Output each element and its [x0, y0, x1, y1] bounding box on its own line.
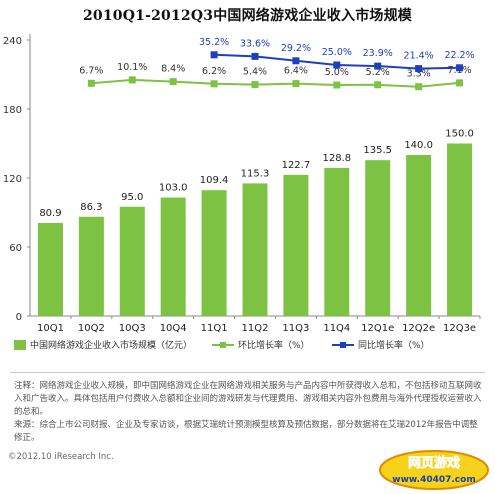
- x-tick-label: 12Q3e: [443, 323, 476, 334]
- x-tick-label: 12Q1e: [361, 323, 394, 334]
- bar-value-label: 135.5: [363, 145, 392, 156]
- x-tick-label: 11Q3: [282, 323, 309, 334]
- copyright: ©2012.10 iResearch Inc.: [8, 452, 114, 462]
- x-tick-label: 10Q1: [37, 323, 64, 334]
- notes-divider: [10, 372, 485, 373]
- qoq-point: [333, 81, 341, 89]
- bar: [160, 197, 186, 316]
- legend-item-qoq: 环比增长率（%）: [212, 338, 310, 351]
- chart: 0 60 120 180 240 80.9 10Q1 86.3 10Q2 95.0 10Q3 103.…: [3, 34, 481, 334]
- line-series-1: [91, 78, 460, 88]
- qoq-point-label: 10.1%: [117, 62, 147, 73]
- bar: [37, 222, 63, 316]
- qoq-point-label: 5.4%: [243, 67, 267, 78]
- qoq-point: [292, 80, 300, 88]
- qoq-point: [87, 79, 95, 87]
- bar: [119, 206, 145, 316]
- bar-value-label: 150.0: [445, 129, 474, 140]
- yoy-point: [415, 65, 423, 73]
- qoq-point-label: 3.3%: [407, 69, 431, 80]
- x-tick-label: 11Q2: [242, 323, 269, 334]
- legend-swatch-yoy: [332, 340, 354, 350]
- bar-value-label: 103.0: [159, 183, 188, 194]
- qoq-point: [251, 81, 259, 89]
- x-tick-label: 11Q1: [201, 323, 228, 334]
- bar-value-label: 115.3: [241, 168, 270, 179]
- legend-label-qoq: 环比增长率（%）: [238, 341, 310, 351]
- y-tick-label: 120: [3, 174, 22, 185]
- x-tick-label: 12Q2e: [402, 323, 435, 334]
- bar-value-label: 80.9: [39, 208, 61, 219]
- bar: [447, 143, 473, 316]
- qoq-point-label: 6.4%: [284, 66, 308, 77]
- bar-value-label: 95.0: [121, 192, 143, 203]
- bar: [406, 155, 432, 316]
- yoy-point: [292, 57, 300, 65]
- qoq-point-label: 5.0%: [325, 67, 349, 78]
- qoq-point-label: 6.7%: [79, 65, 103, 76]
- watermark-logo: 网页游戏 www.40407.com: [379, 450, 489, 490]
- notes: 注释：网络游戏企业收入规模，即中国网络游戏企业在网络游戏相关服务与产品内容中所获…: [14, 380, 484, 445]
- yoy-point-label: 33.6%: [240, 38, 270, 49]
- y-tick-label: 0: [16, 312, 22, 323]
- watermark-line2: www.40407.com: [392, 475, 475, 485]
- yoy-point: [456, 64, 464, 72]
- legend-item-yoy: 同比增长率（%）: [332, 338, 430, 351]
- yoy-point-label: 21.4%: [404, 51, 434, 62]
- yoy-point-label: 23.9%: [363, 48, 393, 59]
- x-tick-label: 11Q4: [323, 323, 350, 334]
- legend-label-yoy: 同比增长率（%）: [358, 341, 430, 351]
- qoq-point-label: 6.2%: [202, 66, 226, 77]
- qoq-point: [210, 80, 218, 88]
- qoq-point: [128, 76, 136, 84]
- yoy-point: [251, 52, 259, 60]
- y-tick-label: 240: [3, 36, 22, 47]
- legend-label-revenue: 中国网络游戏企业收入市场规模（亿元）: [30, 341, 193, 351]
- yoy-point-label: 25.0%: [322, 47, 352, 58]
- qoq-point-label: 5.2%: [366, 67, 390, 78]
- bar-value-label: 122.7: [282, 160, 311, 171]
- yoy-point-label: 22.2%: [444, 50, 474, 61]
- x-tick-label: 10Q2: [78, 323, 105, 334]
- bar: [283, 174, 309, 316]
- qoq-point: [374, 81, 382, 89]
- x-tick-label: 10Q4: [160, 323, 187, 334]
- qoq-point-label: 8.4%: [161, 64, 185, 75]
- yoy-point: [210, 51, 218, 59]
- y-tick-label: 60: [9, 243, 22, 254]
- bar: [78, 216, 104, 316]
- yoy-point: [374, 62, 382, 70]
- watermark-line1: 网页游戏: [408, 455, 460, 471]
- x-tick-label: 10Q3: [119, 323, 146, 334]
- note-definition: 注释：网络游戏企业收入规模，即中国网络游戏企业在网络游戏相关服务与产品内容中所获…: [14, 381, 482, 417]
- yoy-point: [333, 61, 341, 69]
- yoy-point-label: 35.2%: [199, 37, 229, 48]
- bar: [201, 190, 227, 316]
- y-tick-label: 180: [3, 105, 22, 116]
- legend-item-revenue: 中国网络游戏企业收入市场规模（亿元）: [14, 338, 192, 351]
- bar-value-label: 86.3: [80, 202, 102, 213]
- bar-value-label: 128.8: [322, 153, 351, 164]
- legend-swatch-qoq: [212, 340, 234, 350]
- qoq-point: [456, 79, 464, 87]
- qoq-point: [415, 83, 423, 91]
- bar: [324, 167, 350, 316]
- bar: [365, 160, 391, 316]
- yoy-point-label: 29.2%: [281, 43, 311, 54]
- chart-title: 2010Q1-2012Q3中国网络游戏企业收入市场规模: [82, 8, 412, 24]
- legend-swatch-revenue: [14, 339, 26, 350]
- bar-value-label: 140.0: [404, 140, 433, 151]
- bar-value-label: 109.4: [200, 175, 229, 186]
- qoq-point: [169, 78, 177, 86]
- legend: 中国网络游戏企业收入市场规模（亿元） 环比增长率（%） 同比增长率（%）: [14, 338, 494, 354]
- bar: [242, 183, 268, 316]
- note-source: 来源：综合上市公司财报、企业及专家访谈，根据艾瑞统计预测模型核算及预估数据，部分…: [14, 420, 478, 443]
